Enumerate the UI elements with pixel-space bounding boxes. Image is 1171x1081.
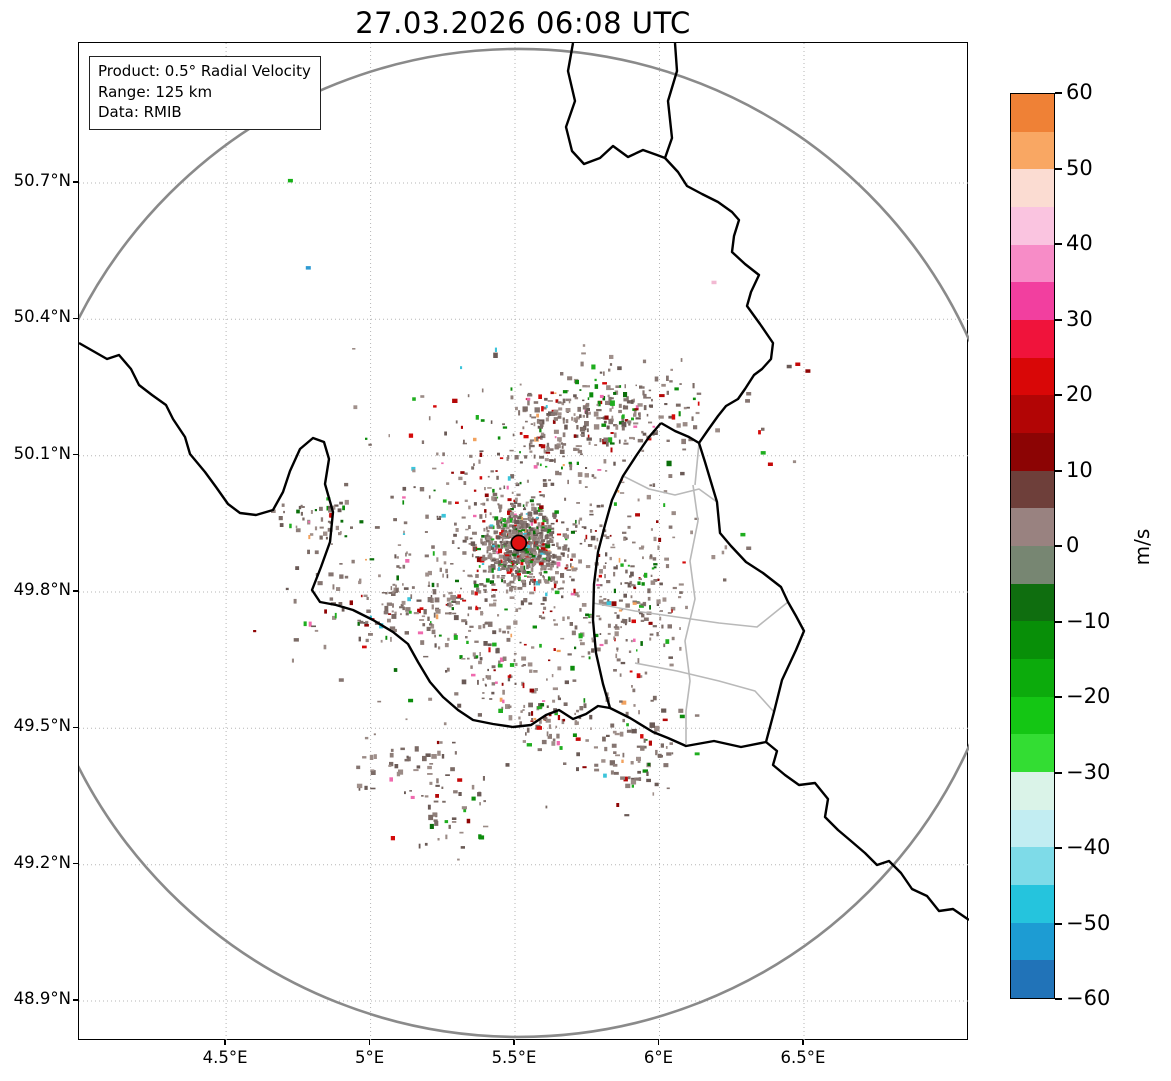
colorbar-tick-mark	[1055, 696, 1062, 698]
figure-title: 27.03.2026 06:08 UTC	[355, 6, 691, 40]
colorbar-tick-label: −30	[1066, 759, 1111, 784]
colorbar-band	[1011, 470, 1054, 509]
product-info-box: Product: 0.5° Radial Velocity Range: 125…	[89, 56, 321, 131]
colorbar-tick-mark	[1055, 167, 1062, 170]
colorbar-tick-label: −20	[1066, 684, 1111, 708]
x-tick-label: 5°E	[354, 1048, 385, 1067]
y-tick-mark	[73, 181, 78, 183]
x-tick-label: 4.5°E	[202, 1048, 248, 1067]
colorbar-band	[1011, 696, 1054, 735]
colorbar-band	[1011, 621, 1054, 660]
colorbar-tick-mark	[1055, 545, 1062, 547]
map-plot: Product: 0.5° Radial Velocity Range: 125…	[78, 42, 969, 1041]
x-tick-label: 6°E	[643, 1048, 674, 1067]
x-tick-mark	[368, 1040, 371, 1045]
y-tick-mark	[73, 999, 78, 1001]
x-tick-mark	[224, 1040, 226, 1045]
y-tick-mark	[73, 317, 78, 320]
colorbar-tick-label: −50	[1066, 910, 1111, 935]
colorbar-band	[1011, 244, 1054, 283]
colorbar-tick-label: 60	[1066, 80, 1093, 104]
colorbar-tick-label: 40	[1066, 231, 1093, 255]
y-tick-label: 49.2°N	[13, 852, 71, 872]
y-tick-label: 48.9°N	[13, 989, 71, 1008]
y-tick-mark	[73, 453, 78, 456]
colorbar-tick-mark	[1055, 469, 1062, 472]
colorbar-band	[1011, 659, 1054, 697]
radar-site-marker	[510, 534, 528, 552]
colorbar-tick-label: −10	[1066, 608, 1111, 633]
colorbar-tick-mark	[1055, 394, 1062, 396]
colorbar-band	[1011, 960, 1054, 999]
colorbar-tick-label: 10	[1066, 457, 1093, 482]
colorbar-band	[1011, 734, 1054, 773]
y-tick-mark	[73, 726, 78, 729]
colorbar-tick-mark	[1055, 243, 1062, 245]
colorbar-band	[1011, 847, 1054, 886]
colorbar-band	[1011, 357, 1054, 396]
colorbar-band	[1011, 433, 1054, 471]
colorbar-band	[1011, 282, 1054, 321]
colorbar-band	[1011, 809, 1054, 848]
colorbar-tick-label: −40	[1066, 835, 1111, 859]
y-tick-label: 49.5°N	[13, 716, 71, 736]
x-tick-mark	[513, 1040, 515, 1045]
x-tick-mark	[802, 1040, 804, 1045]
map-canvas	[79, 43, 969, 1041]
y-tick-label: 50.4°N	[13, 307, 71, 327]
colorbar-band	[1011, 583, 1054, 622]
colorbar-band	[1011, 207, 1054, 245]
y-tick-label: 49.8°N	[13, 579, 71, 599]
y-tick-label: 50.1°N	[13, 443, 71, 463]
colorbar-tick-label: 30	[1066, 306, 1093, 331]
colorbar-tick-label: 0	[1066, 533, 1080, 557]
colorbar-tick-label: −60	[1066, 986, 1111, 1010]
colorbar-tick-mark	[1055, 998, 1062, 1000]
colorbar-tick-mark	[1055, 318, 1062, 321]
y-tick-mark	[73, 862, 78, 865]
colorbar-band	[1011, 885, 1054, 923]
colorbar-tick-label: 20	[1066, 382, 1093, 406]
info-data-source-line: Data: RMIB	[98, 103, 182, 122]
y-tick-label: 50.7°N	[13, 170, 71, 190]
colorbar-tick-label: 50	[1066, 155, 1093, 180]
colorbar-unit-label: m/s	[1130, 528, 1154, 566]
colorbar-tick-mark	[1055, 771, 1062, 774]
info-range-line: Range: 125 km	[98, 82, 213, 101]
colorbar-tick-mark	[1055, 922, 1062, 925]
colorbar-band	[1011, 772, 1054, 810]
colorbar-tick-mark	[1055, 92, 1062, 94]
map-canvas-wrap	[79, 43, 969, 1041]
colorbar-tick-mark	[1055, 847, 1062, 849]
y-tick-mark	[73, 590, 78, 592]
colorbar-band	[1011, 94, 1054, 132]
colorbar	[1010, 93, 1055, 999]
colorbar-band	[1011, 508, 1054, 547]
colorbar-band	[1011, 546, 1054, 584]
colorbar-band	[1011, 320, 1054, 358]
colorbar-band	[1011, 131, 1054, 170]
colorbar-band	[1011, 922, 1054, 961]
x-tick-label: 5.5°E	[491, 1048, 537, 1067]
info-product-line: Product: 0.5° Radial Velocity	[98, 62, 311, 80]
colorbar-band	[1011, 395, 1054, 434]
colorbar-band	[1011, 169, 1054, 208]
x-tick-mark	[657, 1040, 660, 1045]
x-tick-label: 6.5°E	[780, 1048, 826, 1067]
colorbar-tick-mark	[1055, 620, 1062, 623]
